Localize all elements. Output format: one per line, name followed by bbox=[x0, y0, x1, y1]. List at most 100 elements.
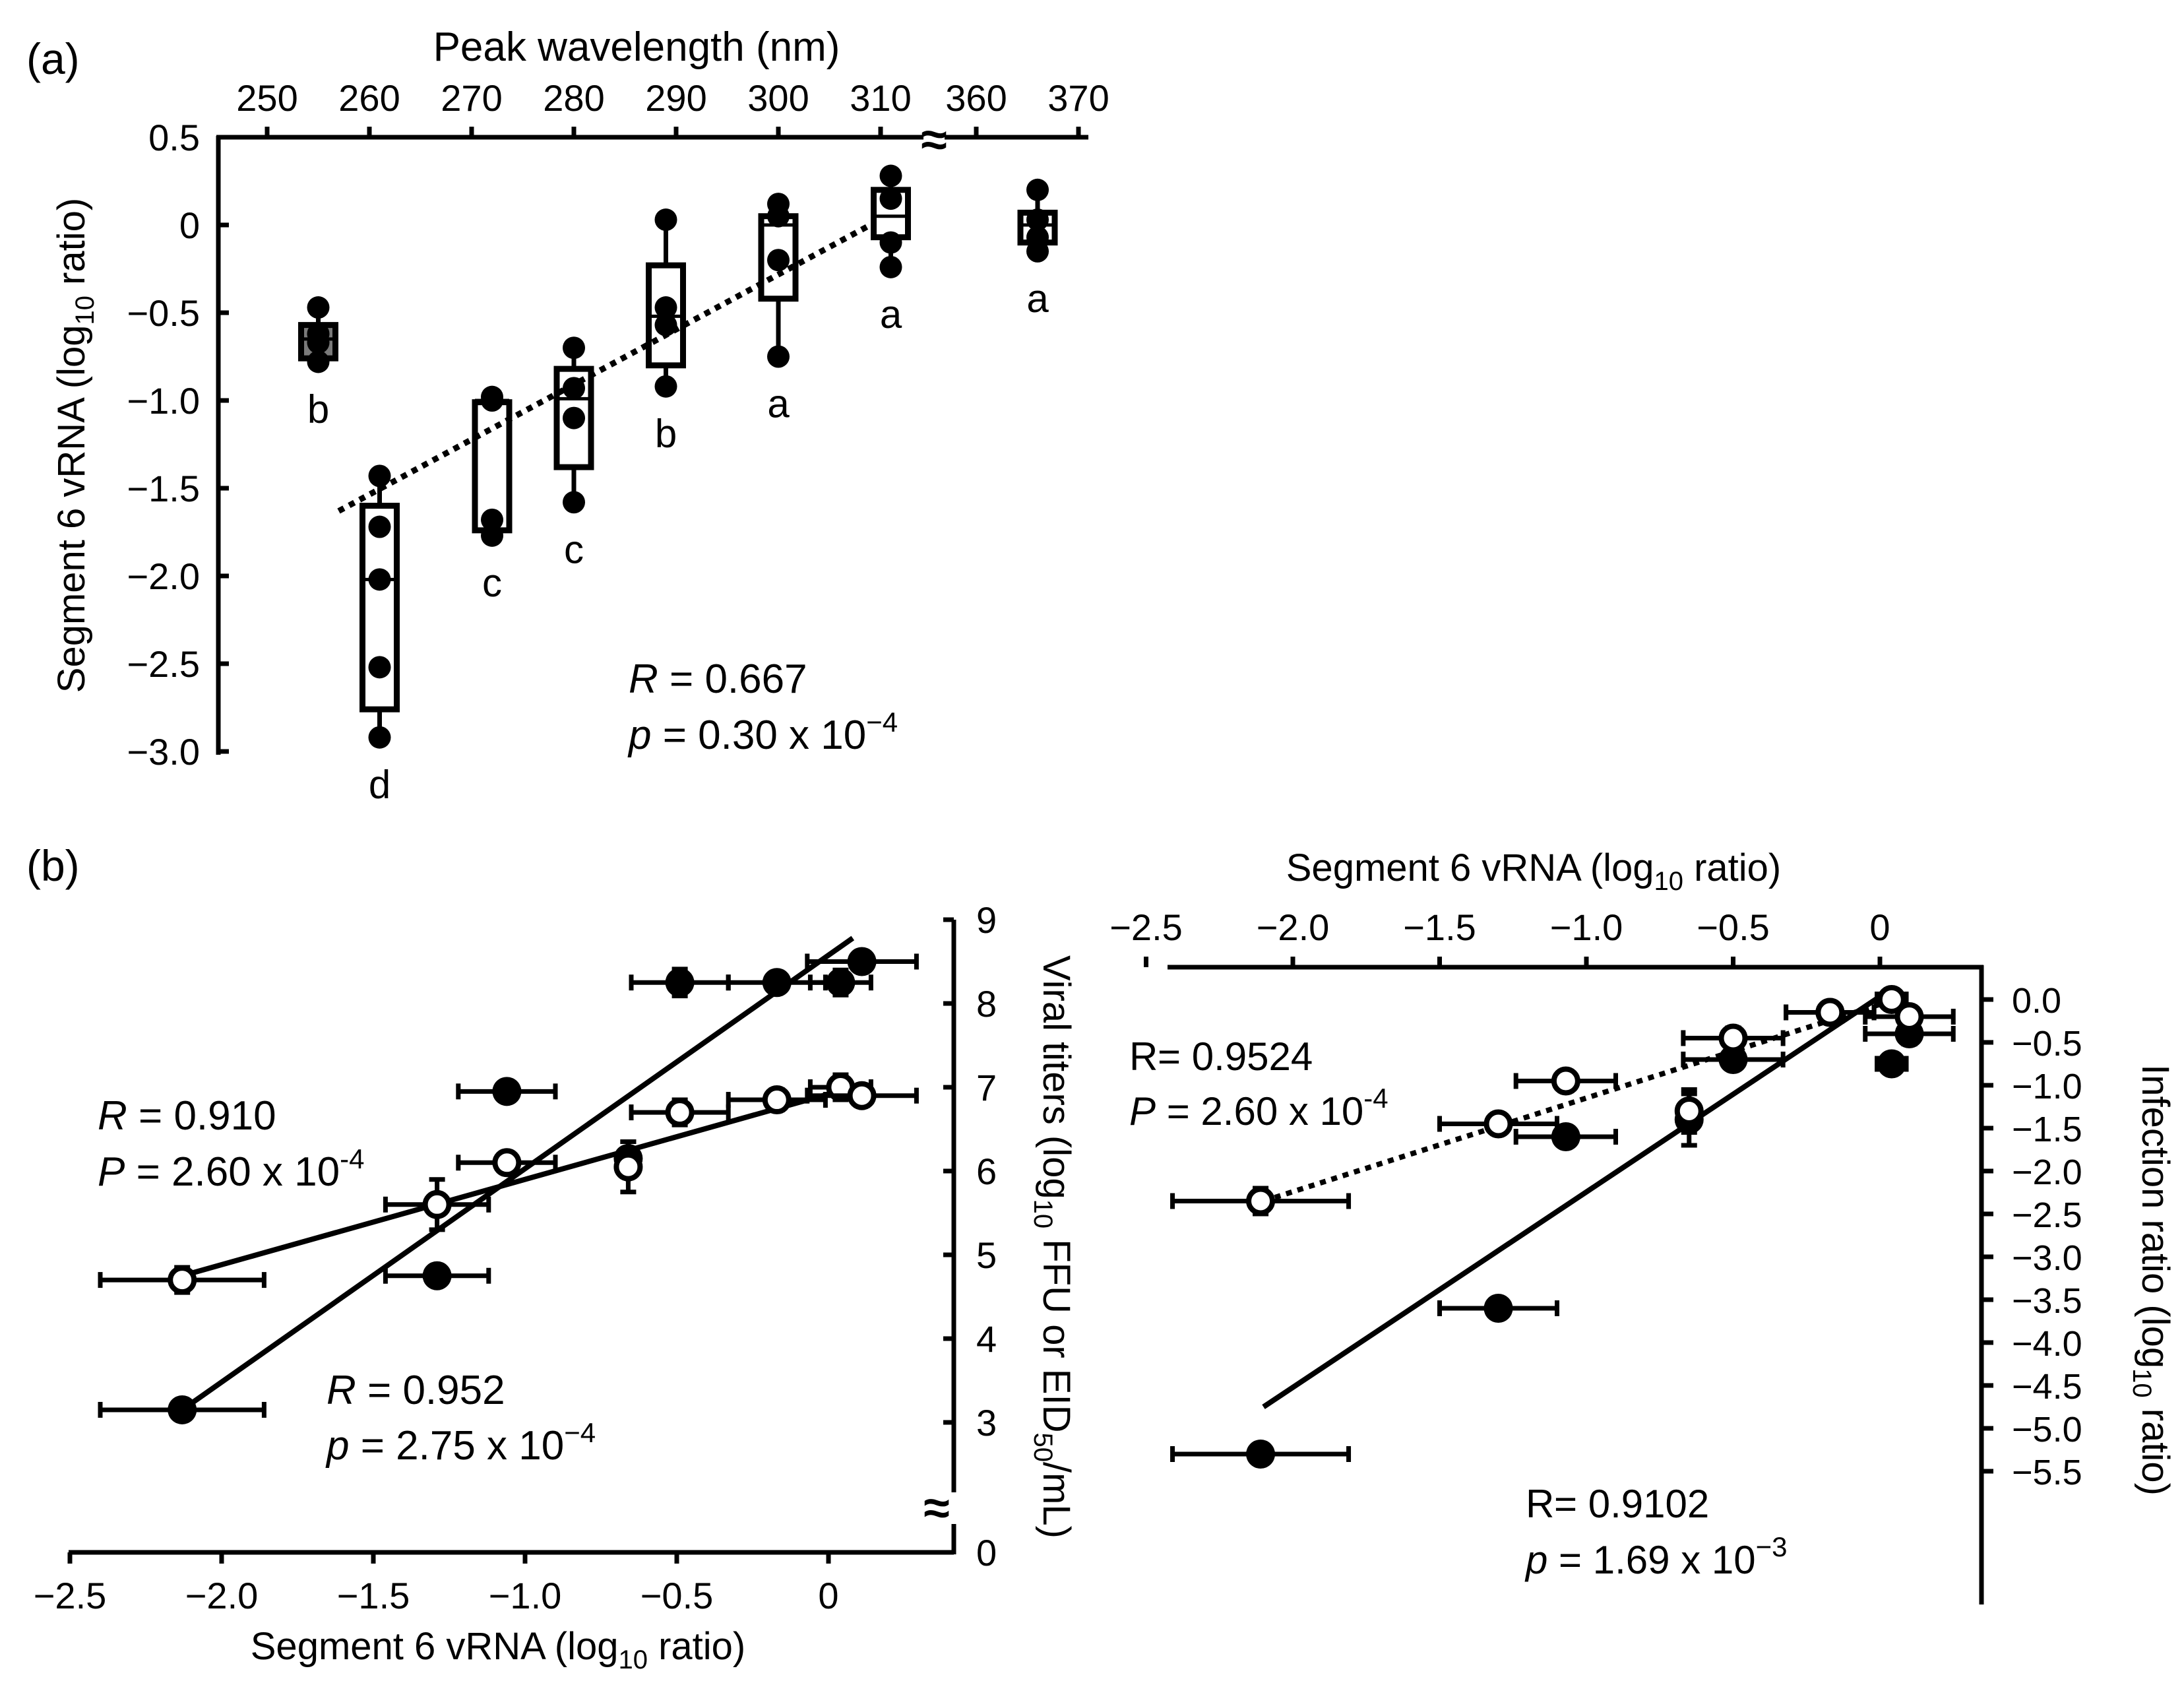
panel-a-top-tick-label: 300 bbox=[747, 77, 809, 119]
panel-a-data-point bbox=[368, 726, 391, 749]
panel-b-right-y-tick-label: −0.5 bbox=[2012, 1024, 2082, 1064]
panel-a-top-tick-label: 270 bbox=[441, 77, 502, 119]
panel-b-right-filled-r-annotation: R bbox=[1526, 1482, 1554, 1526]
panel-b-right-y-tick-label: −3.0 bbox=[2012, 1238, 2082, 1278]
panel-a-top-tick-label: 280 bbox=[543, 77, 604, 119]
panel-b-left-point-group bbox=[807, 967, 873, 998]
panel-b-right-y-tick-label: −4.5 bbox=[2012, 1367, 2082, 1407]
panel-a-group-letter: a bbox=[880, 292, 902, 336]
panel-b-right-y-tick-label: −1.0 bbox=[2012, 1067, 2082, 1106]
panel-b-left-open-r-annotation: R = 0.910 bbox=[98, 1093, 276, 1139]
panel-b-right-open-marker bbox=[1815, 998, 1845, 1027]
panel-a-data-point bbox=[1026, 208, 1049, 232]
panel-b-left-y-tick-label: 8 bbox=[976, 983, 997, 1025]
panel-a-data-point bbox=[368, 515, 391, 538]
panel-a-box-group: a bbox=[758, 193, 799, 426]
panel-label-b: (b) bbox=[26, 841, 80, 890]
panel-b-left-y-tick-label: 6 bbox=[976, 1151, 997, 1192]
panel-a-data-point bbox=[368, 464, 391, 488]
panel-b-right-open-marker bbox=[1483, 1109, 1513, 1139]
panel-b-left-filled-marker bbox=[665, 968, 695, 998]
panel-b-right-open-marker bbox=[1551, 1066, 1580, 1096]
panel-b-right-open-marker bbox=[1246, 1186, 1276, 1216]
panel-b-right-point-group bbox=[1437, 1109, 1559, 1139]
panel-b-left-x-tick-label: −2.5 bbox=[34, 1575, 107, 1616]
panel-a-data-point bbox=[654, 313, 677, 336]
panel-a-top-axis-title: Peak wavelength (nm) bbox=[433, 24, 840, 70]
panel-b-left-axes: ≈ bbox=[67, 917, 956, 1564]
panel-b-right-scatter: Segment 6 vRNA (log10 ratio) −2.5 −2.0 −1.… bbox=[1109, 846, 2177, 1604]
panel-b-right-y-axis-title: Infection ratio (log10 ratio) bbox=[2127, 1064, 2177, 1496]
panel-b-left-open-p-annotation: P = 2.60 x 10-4 bbox=[98, 1143, 364, 1195]
panel-a-top-tick-label: 250 bbox=[236, 77, 297, 119]
panel-b-left-point-group bbox=[98, 1265, 266, 1295]
panel-a-y-tick-label: 0 bbox=[179, 205, 200, 246]
panel-a-data-point bbox=[767, 345, 790, 368]
panel-b-left-open-marker bbox=[613, 1152, 643, 1182]
panel-b-left-fit-line-filled bbox=[180, 936, 855, 1413]
panel-a-data-point bbox=[767, 205, 790, 228]
panel-b-left-x-axis-title: Segment 6 vRNA (log10 ratio) bbox=[251, 1625, 745, 1674]
panel-b-left-y-tick-label: 3 bbox=[976, 1402, 997, 1444]
panel-a-data-point bbox=[563, 377, 585, 400]
panel-b-right-top-tick-label: −2.0 bbox=[1257, 906, 1330, 948]
panel-a-axes: ≈ bbox=[216, 113, 1088, 755]
panel-a-data-point bbox=[368, 568, 391, 591]
panel-a-data-point bbox=[307, 331, 330, 354]
panel-b-left-x-tick-label: −2.0 bbox=[185, 1575, 259, 1616]
panel-a-group-letter: b bbox=[655, 412, 677, 456]
panel-b-right-open-r-annotation: R bbox=[1129, 1034, 1158, 1079]
panel-b-right-filled-marker bbox=[1246, 1440, 1276, 1469]
panel-a-top-tick-label: 370 bbox=[1047, 77, 1109, 119]
panel-b-left-y-tick-label: 9 bbox=[976, 899, 997, 941]
panel-b-right-y-tick-labels: 0.0−0.5−1.0−1.5−2.0−2.5−3.0−3.5−4.0−4.5−… bbox=[2012, 981, 2082, 1492]
panel-a-data-point bbox=[879, 255, 902, 278]
panel-b-right-point-group bbox=[1170, 1186, 1352, 1217]
panel-b-right-point-group bbox=[1681, 1045, 1786, 1074]
panel-a-group-letter: c bbox=[564, 527, 584, 571]
panel-a-axis-break-marker: ≈ bbox=[921, 113, 947, 166]
panel-b-left-point-group bbox=[629, 967, 731, 999]
panel-b-right-open-p-annotation: P = 2.60 x 10-4 bbox=[1129, 1083, 1388, 1133]
panel-a-group-letter: d bbox=[369, 763, 390, 807]
panel-a-box-chart: Peak wavelength (nm) 250 260 270 280 290 300 3… bbox=[50, 24, 1109, 807]
panel-b-left-filled-marker bbox=[762, 968, 792, 998]
panel-b-right-point-group bbox=[1674, 1087, 1704, 1135]
panel-b-right-filled-marker bbox=[1877, 1049, 1906, 1079]
panel-b-left-point-group bbox=[805, 1081, 919, 1110]
panel-a-data-point bbox=[654, 296, 677, 319]
panel-a-top-tick-label: 310 bbox=[850, 77, 911, 119]
panel-b-right-top-tick-label: −2.5 bbox=[1109, 906, 1183, 948]
panel-a-y-tick-label: 0.5 bbox=[148, 117, 200, 158]
panel-b-left-point-group bbox=[805, 947, 919, 976]
panel-b-left-y-tick-labels: 9 8 7 6 5 4 3 0 bbox=[976, 899, 997, 1573]
panel-b-right-filled-marker bbox=[1483, 1294, 1513, 1323]
panel-b-left-filled-marker bbox=[826, 968, 856, 998]
panel-b-right-filled-r-value: = 0.9102 bbox=[1554, 1482, 1709, 1526]
panel-b-right-point-group bbox=[1170, 1440, 1352, 1469]
panel-b-right-point-group bbox=[1863, 1002, 1956, 1031]
panel-b-left-fit-lines bbox=[180, 936, 855, 1413]
panel-a-data-point bbox=[654, 208, 677, 232]
panel-b-right-y-tick-label: −5.5 bbox=[2012, 1453, 2082, 1492]
panel-a-data-point bbox=[879, 231, 902, 254]
panel-a-data-point bbox=[481, 389, 503, 412]
panel-b-left-filled-marker bbox=[492, 1077, 522, 1106]
panel-b-right-points bbox=[1170, 985, 1956, 1469]
panel-b-left-point-group bbox=[613, 1139, 643, 1195]
panel-a-top-tick-labels: 250 260 270 280 290 300 310 360 370 bbox=[236, 77, 1109, 119]
panel-b-left-point-group bbox=[383, 1261, 491, 1290]
panel-b-right-top-tick-label: −1.0 bbox=[1550, 906, 1623, 948]
panel-a-data-point bbox=[481, 524, 503, 547]
panel-a-box-group: a bbox=[1017, 178, 1058, 321]
panel-a-data-point bbox=[1026, 178, 1049, 201]
panel-b-right-point-group bbox=[1875, 1049, 1909, 1079]
panel-b-left-open-marker bbox=[665, 1098, 695, 1127]
panel-a-y-tick-label: −3.0 bbox=[127, 731, 200, 773]
panel-a-y-tick-label: −0.5 bbox=[127, 292, 200, 334]
panel-b-left-point-group bbox=[383, 1177, 491, 1232]
panel-b-right-y-tick-label: −2.0 bbox=[2012, 1153, 2082, 1192]
panel-a-y-tick-label: −1.0 bbox=[127, 380, 200, 422]
panel-a-data-point bbox=[654, 375, 677, 398]
